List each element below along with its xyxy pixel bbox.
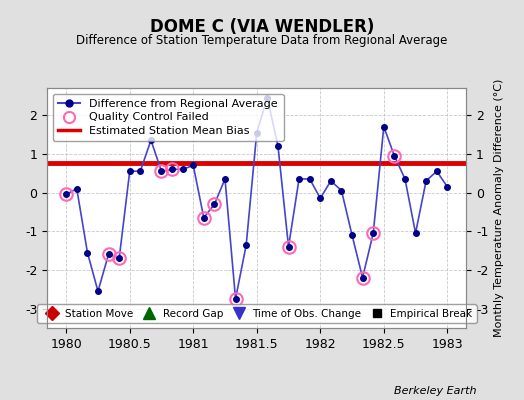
Y-axis label: Monthly Temperature Anomaly Difference (°C): Monthly Temperature Anomaly Difference (…: [494, 79, 504, 337]
Text: Difference of Station Temperature Data from Regional Average: Difference of Station Temperature Data f…: [77, 34, 447, 47]
Legend: Station Move, Record Gap, Time of Obs. Change, Empirical Break: Station Move, Record Gap, Time of Obs. C…: [37, 304, 476, 323]
Text: Berkeley Earth: Berkeley Earth: [395, 386, 477, 396]
Text: DOME C (VIA WENDLER): DOME C (VIA WENDLER): [150, 18, 374, 36]
